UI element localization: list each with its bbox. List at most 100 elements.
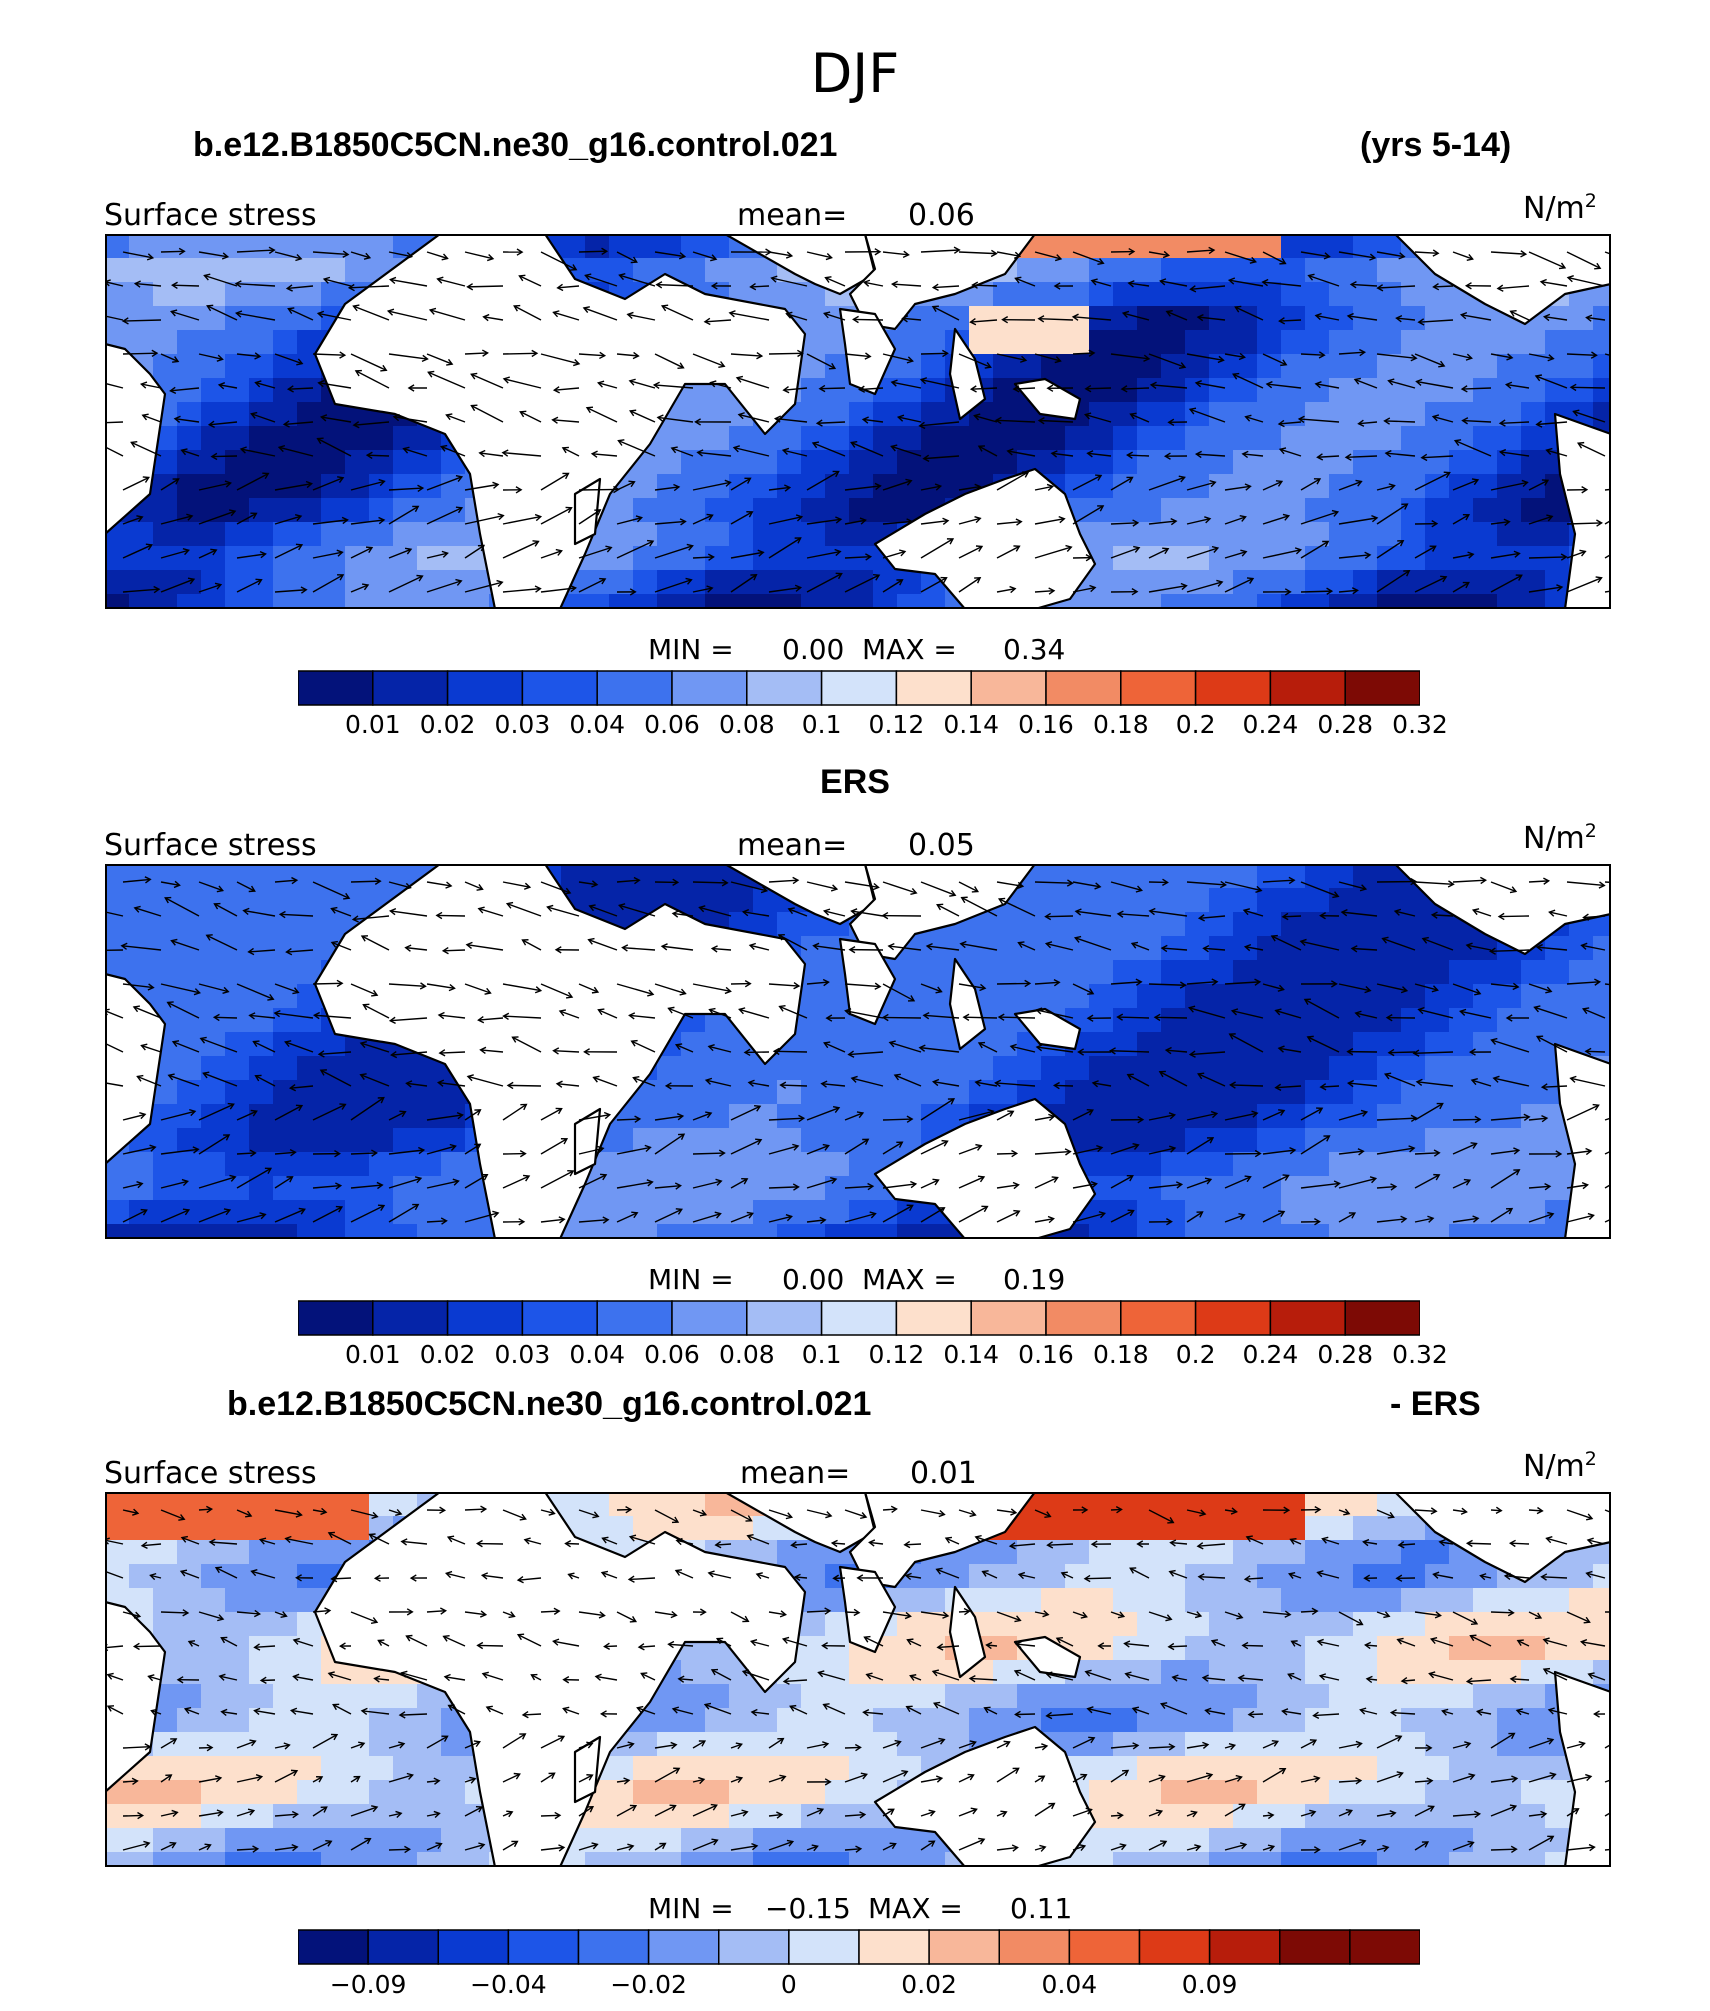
colorbar-swatch — [298, 670, 374, 706]
colorbar-swatch — [1120, 1300, 1197, 1336]
panel2-colorbar-labels: 0.01 0.02 0.03 0.04 0.06 0.08 0.1 0.12 0.14 0.16 0… — [298, 1340, 1448, 1374]
panel3-colorbar — [298, 1929, 1420, 1965]
colorbar-swatch — [1045, 1300, 1122, 1336]
panel3-mean-value: 0.01 — [910, 1456, 977, 1491]
colorbar-tick-label: 0.02 — [901, 1970, 957, 1999]
colorbar-swatch — [998, 1929, 1071, 1965]
colorbar-swatch — [647, 1929, 720, 1965]
colorbar-tick-label: 0.03 — [494, 710, 551, 739]
panel2-header: ERS — [820, 763, 890, 801]
colorbar-swatch — [895, 1300, 972, 1336]
panel2-mean-label: mean= — [737, 828, 848, 863]
panel3-header-left: b.e12.B1850C5CN.ne30_g16.control.021 — [227, 1385, 872, 1423]
panel3-map — [105, 1492, 1611, 1867]
colorbar-tick-label: 0.24 — [1242, 710, 1299, 739]
colorbar-swatch — [895, 670, 972, 706]
colorbar-swatch — [1349, 1929, 1420, 1965]
colorbar-tick-label: 0.02 — [419, 1340, 476, 1369]
colorbar-tick-label: 0.01 — [344, 1340, 401, 1369]
colorbar-swatch — [507, 1929, 580, 1965]
panel1-header-left: b.e12.B1850C5CN.ne30_g16.control.021 — [193, 126, 838, 164]
colorbar-swatch — [820, 670, 898, 706]
colorbar-tick-label: 0.28 — [1317, 710, 1374, 739]
panel3-max-value: 0.11 — [1010, 1892, 1073, 1925]
panel2-mean-value: 0.05 — [908, 828, 975, 863]
colorbar-swatch — [788, 1929, 860, 1965]
panel2-min-label: MIN = — [648, 1263, 734, 1296]
panel1-min-label: MIN = — [648, 633, 734, 666]
panel3-colorbar-labels: −0.09 −0.04 −0.02 0 0.02 0.04 0.09 — [298, 1970, 1420, 2004]
colorbar-tick-label: 0 — [780, 1970, 797, 1999]
panel2-units: N/m2 — [1523, 820, 1597, 856]
panel2-colorbar — [298, 1300, 1420, 1336]
colorbar-swatch — [746, 670, 823, 706]
panel3-max-label: MAX = — [868, 1892, 963, 1925]
colorbar-swatch — [446, 1300, 524, 1336]
panel1-map — [105, 234, 1611, 609]
colorbar-tick-label: 0.2 — [1175, 710, 1216, 739]
colorbar-swatch — [1269, 670, 1346, 706]
colorbar-tick-label: −0.02 — [610, 1970, 687, 1999]
colorbar-swatch — [437, 1929, 510, 1965]
colorbar-swatch — [1045, 670, 1122, 706]
colorbar-tick-label: 0.16 — [1018, 710, 1074, 739]
colorbar-swatch — [367, 1929, 439, 1965]
panel1-max-label: MAX = — [862, 633, 957, 666]
colorbar-swatch — [521, 1300, 598, 1336]
colorbar-swatch — [1068, 1929, 1141, 1965]
colorbar-swatch — [970, 670, 1047, 706]
colorbar-swatch — [1279, 1929, 1351, 1965]
colorbar-tick-label: 0.09 — [1181, 1970, 1238, 1999]
colorbar-swatch — [372, 1300, 449, 1336]
panel2-variable-label: Surface stress — [104, 828, 317, 863]
panel1-colorbar-labels: 0.01 0.02 0.03 0.04 0.06 0.08 0.1 0.12 0.14 0.16 0… — [298, 710, 1448, 744]
colorbar-swatch — [671, 670, 748, 706]
panel1-colorbar — [298, 670, 1420, 706]
colorbar-tick-label: 0.04 — [569, 710, 626, 739]
colorbar-tick-label: 0.1 — [801, 710, 842, 739]
panel3-min-value: −0.15 — [765, 1892, 851, 1925]
panel2-min-value: 0.00 — [782, 1263, 845, 1296]
colorbar-tick-label: 0.28 — [1317, 1340, 1374, 1369]
colorbar-tick-label: 0.24 — [1242, 1340, 1299, 1369]
colorbar-tick-label: 0.32 — [1392, 710, 1448, 739]
colorbar-swatch — [596, 1300, 673, 1336]
colorbar-tick-label: 0.2 — [1175, 1340, 1216, 1369]
colorbar-tick-label: 0.18 — [1092, 710, 1149, 739]
colorbar-swatch — [718, 1929, 790, 1965]
panel1-max-value: 0.34 — [1003, 633, 1066, 666]
panel1-variable-label: Surface stress — [104, 198, 317, 233]
colorbar-swatch — [970, 1300, 1047, 1336]
colorbar-tick-label: 0.03 — [494, 1340, 551, 1369]
colorbar-swatch — [1138, 1929, 1211, 1965]
colorbar-tick-label: −0.09 — [329, 1970, 407, 1999]
colorbar-tick-label: −0.04 — [470, 1970, 547, 1999]
colorbar-swatch — [858, 1929, 930, 1965]
colorbar-tick-label: 0.1 — [801, 1340, 842, 1369]
panel3-mean-label: mean= — [740, 1456, 851, 1491]
colorbar-tick-label: 0.16 — [1018, 1340, 1074, 1369]
panel1-units: N/m2 — [1523, 190, 1597, 226]
colorbar-swatch — [1120, 670, 1197, 706]
colorbar-tick-label: 0.18 — [1092, 1340, 1149, 1369]
panel3-header-right: - ERS — [1390, 1385, 1481, 1423]
panel1-min-value: 0.00 — [782, 633, 845, 666]
colorbar-tick-label: 0.12 — [868, 1340, 925, 1369]
panel1-mean-label: mean= — [737, 198, 848, 233]
colorbar-tick-label: 0.02 — [419, 710, 476, 739]
colorbar-tick-label: 0.04 — [1041, 1970, 1098, 1999]
colorbar-tick-label: 0.06 — [644, 710, 700, 739]
colorbar-swatch — [671, 1300, 748, 1336]
panel2-max-label: MAX = — [862, 1263, 957, 1296]
colorbar-swatch — [372, 670, 449, 706]
colorbar-tick-label: 0.14 — [943, 1340, 1000, 1369]
colorbar-swatch — [1208, 1929, 1281, 1965]
colorbar-tick-label: 0.08 — [718, 710, 775, 739]
colorbar-tick-label: 0.04 — [569, 1340, 626, 1369]
colorbar-swatch — [577, 1929, 650, 1965]
colorbar-swatch — [1194, 1300, 1272, 1336]
colorbar-tick-label: 0.08 — [718, 1340, 775, 1369]
panel1-header-right: (yrs 5-14) — [1360, 126, 1512, 164]
colorbar-swatch — [521, 670, 598, 706]
colorbar-swatch — [746, 1300, 823, 1336]
